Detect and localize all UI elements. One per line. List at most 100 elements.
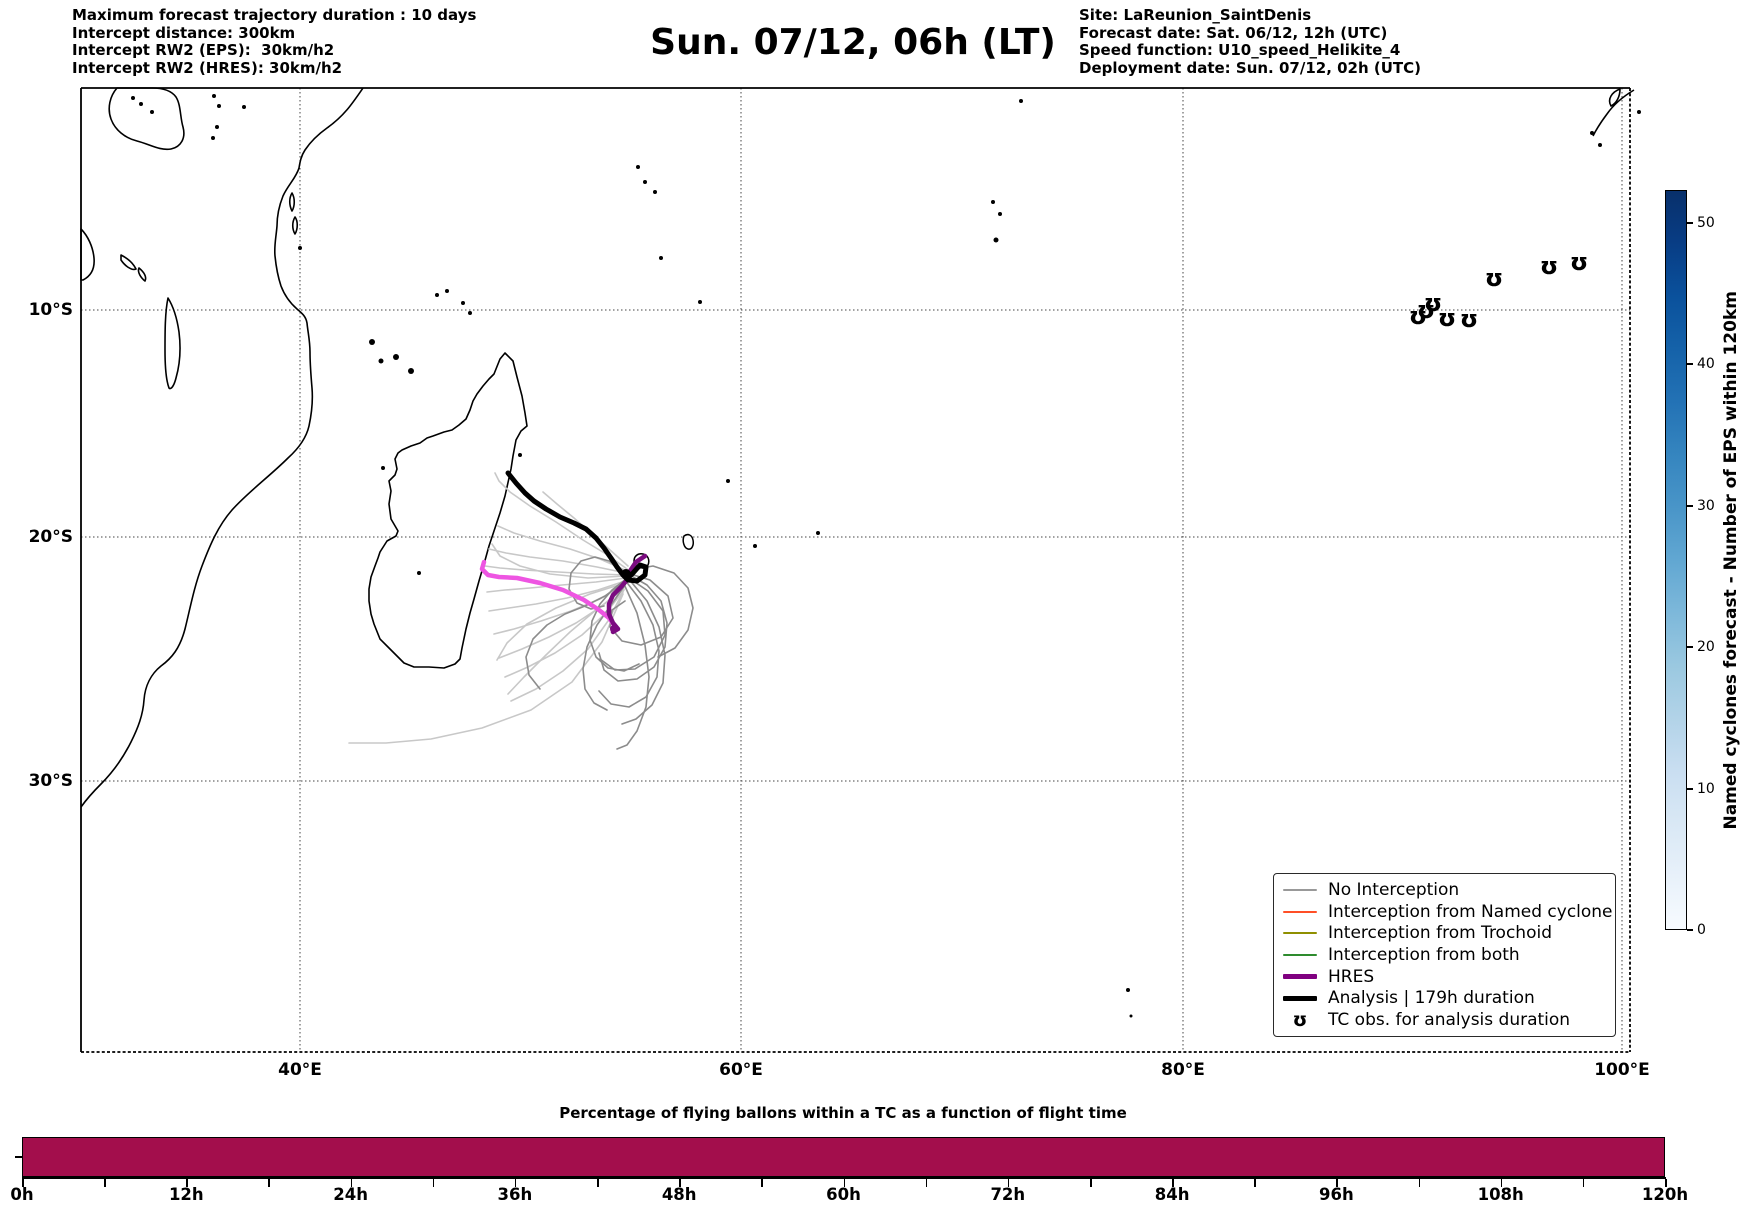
small-island: [461, 301, 465, 305]
legend-line-sample: [1283, 910, 1317, 913]
track-eps_light: [488, 580, 626, 612]
legend-swatch: [1282, 932, 1318, 935]
small-island: [1598, 143, 1602, 147]
strip-tick: [761, 1179, 763, 1187]
small-island: [417, 571, 421, 575]
small-island: [726, 479, 730, 483]
strip-tick-label: 72h: [990, 1185, 1026, 1204]
coastline: [1608, 88, 1621, 107]
forecast-param-line: Intercept distance: 300km: [72, 23, 296, 42]
small-island: [131, 96, 135, 100]
small-island: [212, 94, 216, 98]
track-end-marker: [610, 625, 618, 633]
colorbar-label: Named cyclones forecast - Number of EPS …: [1712, 190, 1750, 930]
strip-tick-label: 120h: [1641, 1185, 1689, 1204]
track-eps_dark: [589, 578, 640, 672]
coastline: [288, 192, 296, 212]
small-island: [998, 212, 1002, 216]
strip-tick: [22, 1179, 24, 1187]
legend-row: Interception from Named cyclone: [1282, 901, 1613, 922]
colorbar-gradient: [1665, 190, 1687, 930]
colorbar-tick-label: 40: [1697, 356, 1715, 373]
x-tick-label: 40°E: [278, 1060, 322, 1080]
legend-row: Interception from both: [1282, 944, 1607, 965]
track-hres: [606, 553, 648, 635]
coastline: [137, 267, 147, 282]
strip-tick-label: 48h: [661, 1185, 697, 1204]
strip-tick: [1007, 1179, 1010, 1187]
legend-row: HRES: [1282, 966, 1607, 987]
small-island: [991, 200, 995, 204]
legend-row: Analysis | 179h duration: [1282, 988, 1607, 1009]
strip-tick: [514, 1179, 517, 1187]
tc-obs-symbol: ʊ: [1570, 248, 1589, 276]
legend-line-sample: [1283, 953, 1317, 956]
strip-chart-axis: [22, 1177, 1666, 1179]
colorbar-tick: [1687, 646, 1693, 649]
small-island: [435, 293, 439, 297]
strip-tick: [843, 1179, 846, 1187]
colorbar-tick: [1687, 363, 1693, 366]
strip-tick-label: 108h: [1477, 1185, 1524, 1204]
legend-label: Analysis | 179h duration: [1328, 988, 1535, 1009]
small-island: [1129, 1014, 1133, 1018]
small-island: [1019, 99, 1023, 103]
coastline: [164, 297, 181, 390]
colorbar-tick-label: 50: [1697, 214, 1715, 231]
legend-swatch: [1282, 888, 1318, 891]
small-island: [816, 531, 820, 535]
x-tick-label: 100°E: [1594, 1060, 1650, 1080]
legend-line-sample: [1283, 932, 1317, 935]
colorbar-tick-label: 0: [1697, 922, 1706, 938]
forecast-params-block: Maximum forecast trajectory duration : 1…: [72, 6, 476, 77]
small-island: [993, 237, 999, 243]
small-island: [408, 368, 414, 374]
strip-tick: [1582, 1179, 1585, 1187]
small-island: [636, 165, 640, 169]
tc-obs-symbol: ʊ: [1409, 302, 1428, 330]
legend-label: HRES: [1328, 966, 1375, 987]
legend-label: Interception from both: [1328, 944, 1520, 965]
tc-obs-symbol: ʊ: [1485, 264, 1504, 292]
colorbar-tick-label: 30: [1697, 497, 1715, 514]
track-end-marker: [621, 569, 631, 579]
strip-tick: [1172, 1179, 1174, 1187]
legend-row: No Interception: [1282, 879, 1607, 900]
track-eps_light: [484, 565, 628, 576]
track-eps_dark: [616, 583, 650, 750]
colorbar-tick-label: 20: [1697, 639, 1715, 656]
map-legend: No Interception Interception from Named c…: [1273, 873, 1616, 1037]
small-island: [653, 190, 657, 194]
small-island: [393, 354, 399, 360]
strip-tick: [679, 1179, 681, 1187]
legend-swatch: ʊ: [1282, 1010, 1318, 1030]
tc-obs-symbol: ʊ: [1417, 296, 1436, 324]
track-eps_dark: [598, 579, 660, 708]
track-eps_light: [494, 472, 628, 570]
site-info-line: Speed function: U10_speed_Helikite_4: [1079, 41, 1401, 59]
track-eps_light: [496, 582, 626, 661]
strip-tick: [104, 1179, 106, 1187]
tc-obs-symbol: ʊ: [1424, 289, 1443, 317]
colorbar-tick-label: 10: [1697, 780, 1715, 797]
small-island: [139, 102, 143, 106]
colorbar-tick: [1687, 504, 1693, 507]
strip-tick-label: 0h: [10, 1185, 34, 1204]
colorbar-tick: [1687, 221, 1693, 224]
strip-tick-label: 12h: [168, 1185, 204, 1204]
small-island: [150, 110, 154, 114]
strip-chart-bar: [22, 1137, 1665, 1177]
strip-tick: [1089, 1179, 1092, 1187]
small-island: [753, 544, 757, 548]
forecast-param-line: Intercept RW2 (EPS): 30km/h2: [72, 41, 335, 59]
legend-swatch: [1282, 910, 1318, 913]
x-tick-label: 80°E: [1161, 1060, 1205, 1080]
y-tick-label: 10°S: [28, 300, 73, 320]
small-island: [215, 125, 219, 129]
small-island: [518, 453, 522, 457]
strip-tick: [432, 1179, 435, 1187]
track-eps_dark: [568, 556, 623, 610]
coastline: [108, 87, 185, 151]
strip-tick-label: 84h: [1154, 1185, 1190, 1204]
